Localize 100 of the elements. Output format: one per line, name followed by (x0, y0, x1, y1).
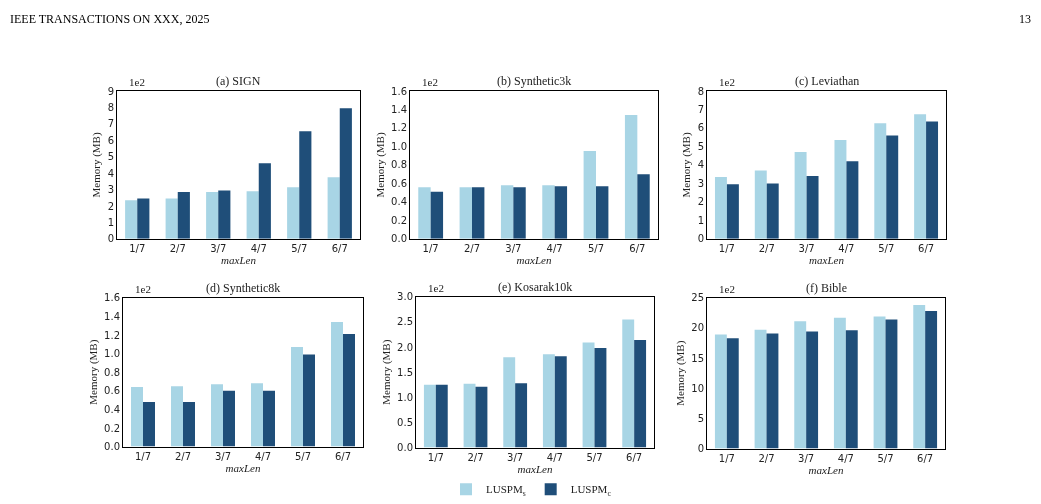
x-tick-label: 1/7 (134, 450, 152, 462)
x-tick-label: 1/7 (129, 242, 146, 254)
bar (331, 321, 343, 447)
bar (834, 140, 847, 239)
y-tick-label: 0.4 (104, 403, 120, 415)
y-tick-label: 0.8 (104, 366, 120, 378)
y-tick-label: 0.6 (104, 385, 120, 397)
y-tick-label: 3 (107, 184, 114, 196)
bar (726, 338, 739, 449)
x-tick-label: 1/7 (718, 452, 735, 464)
bar (914, 114, 927, 239)
x-tick-label: 4/7 (837, 452, 854, 464)
x-axis-title: maxLen (221, 253, 257, 266)
y-tick-label: 0.2 (104, 422, 120, 434)
x-tick-label: 3/7 (505, 242, 522, 254)
bar (418, 187, 431, 239)
y-tick-label: 0.4 (391, 196, 407, 208)
y-tick-label: 4 (697, 159, 704, 171)
x-tick-label: 5/7 (586, 451, 603, 463)
x-tick-label: 3/7 (798, 242, 815, 254)
bar (258, 163, 271, 239)
bar (131, 387, 143, 447)
bar (833, 317, 846, 449)
x-axis-title: maxLen (225, 461, 261, 474)
y-tick-label: 0 (697, 443, 704, 455)
bar (542, 354, 555, 448)
x-tick-label: 3/7 (507, 451, 524, 463)
x-tick-label: 6/7 (626, 451, 643, 463)
x-tick-label: 1/7 (718, 242, 735, 254)
text: 1e2 (422, 76, 438, 88)
x-tick-label: 1/7 (427, 451, 444, 463)
x-tick-label: 6/7 (917, 452, 934, 464)
y-tick-label: 1 (107, 216, 114, 228)
y-tick-label: 8 (107, 101, 114, 113)
bar (913, 305, 926, 449)
y-tick-label: 5 (697, 140, 704, 152)
x-tick-label: 4/7 (254, 450, 272, 462)
bar (554, 186, 568, 239)
x-axis-title: maxLen (516, 253, 552, 266)
y-tick-label: 1.4 (104, 310, 120, 322)
bar (500, 185, 514, 239)
chart-title: (b) Synthetic3k (497, 74, 572, 88)
bar (622, 319, 635, 448)
x-tick-label: 4/7 (250, 242, 267, 254)
bar (475, 386, 488, 448)
y-tick-label: 2.0 (397, 341, 413, 353)
chart-title: (f) Bible (806, 281, 847, 295)
bar (637, 174, 650, 239)
bar (846, 161, 859, 239)
bar (299, 131, 312, 239)
y-axis-title: Memory (MB) (86, 339, 100, 405)
chart-title: (d) Synthetic8k (206, 281, 281, 295)
bar (263, 390, 275, 447)
y-tick-label: 0.2 (391, 214, 407, 226)
bar (137, 198, 150, 239)
y-tick-label: 7 (697, 104, 704, 116)
y-tick-label: 1.4 (391, 104, 407, 116)
y-tick-label: 2 (107, 200, 114, 212)
y-tick-label: 0.8 (391, 159, 407, 171)
x-tick-label: 3/7 (210, 242, 227, 254)
x-tick-label: 4/7 (838, 242, 855, 254)
bar (596, 186, 609, 239)
bar (873, 316, 886, 449)
x-tick-label: 5/7 (878, 242, 895, 254)
chart-title: (c) Leviathan (795, 74, 860, 88)
bar (515, 383, 528, 448)
x-tick-label: 2/7 (467, 451, 484, 463)
x-tick-label: 2/7 (758, 452, 775, 464)
x-tick-label: 2/7 (463, 242, 481, 254)
bar (223, 390, 235, 447)
bar (143, 401, 155, 447)
y-tick-label: 0.0 (104, 441, 120, 453)
bar (754, 329, 767, 449)
y-tick-label: 2.5 (397, 316, 413, 328)
bar (624, 115, 638, 239)
x-tick-label: 6/7 (918, 242, 935, 254)
bar (583, 151, 596, 239)
y-tick-label: 7 (107, 118, 114, 130)
y-tick-label: 0.5 (397, 416, 413, 428)
bar (726, 184, 739, 239)
x-tick-label: 4/7 (546, 451, 563, 463)
x-tick-label: 5/7 (587, 242, 605, 254)
bar (327, 177, 340, 239)
x-tick-label: 5/7 (877, 452, 894, 464)
bar (874, 123, 887, 239)
bar (211, 384, 223, 447)
bar (766, 333, 779, 449)
y-axis-title: Memory (MB) (90, 132, 104, 198)
bar (125, 200, 138, 239)
bar (582, 342, 595, 448)
y-tick-label: 0.6 (391, 177, 407, 189)
x-axis-title: maxLen (808, 463, 844, 476)
bar (218, 190, 231, 239)
x-tick-label: 3/7 (798, 452, 815, 464)
y-tick-label: 0 (697, 233, 704, 245)
y-tick-label: 3 (697, 177, 704, 189)
bar (472, 187, 485, 239)
y-tick-label: 6 (697, 122, 704, 134)
bar (206, 192, 219, 239)
x-tick-label: 5/7 (291, 242, 308, 254)
